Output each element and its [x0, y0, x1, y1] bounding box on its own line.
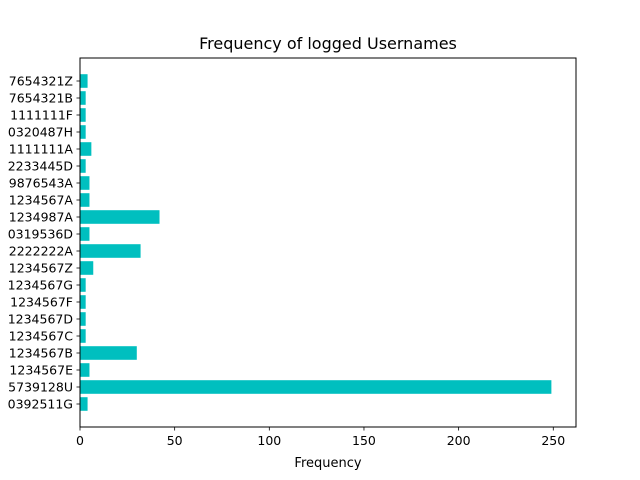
y-tick-label: 0320487H — [8, 125, 73, 140]
bar-1234567E — [80, 363, 90, 377]
chart-title: Frequency of logged Usernames — [199, 34, 457, 53]
x-tick-label: 150 — [352, 433, 376, 448]
x-tick-label: 200 — [447, 433, 471, 448]
bar-0392511G — [80, 397, 88, 411]
y-tick-label: 0319536D — [8, 227, 73, 242]
y-tick-label: 1234567B — [9, 346, 73, 361]
bar-1234567G — [80, 278, 86, 292]
y-tick-label: 1234567C — [9, 329, 74, 344]
x-tick-label: 0 — [76, 433, 84, 448]
bar-1234567D — [80, 312, 86, 326]
bar-9876543A — [80, 176, 90, 190]
bars-group — [80, 74, 552, 411]
bar-7654321B — [80, 91, 86, 105]
y-tick-label: 1234567Z — [9, 261, 73, 276]
y-tick-label: 1234987A — [9, 210, 74, 225]
x-tick-label: 250 — [541, 433, 565, 448]
y-tick-label: 9876543A — [9, 176, 74, 191]
y-tick-label: 1111111F — [10, 108, 73, 123]
y-tick-label: 1234567D — [8, 312, 73, 327]
y-tick-label: 2222222A — [9, 244, 74, 259]
y-tick-label: 1234567E — [9, 363, 73, 378]
x-axis-title: Frequency — [294, 456, 361, 471]
y-axis: 0392511G 5739128U 1234567E 1234567B 1234567C… — [8, 74, 80, 412]
y-tick-label: 1234567F — [10, 295, 73, 310]
bar-1234567C — [80, 329, 86, 343]
bar-2222222A — [80, 244, 141, 258]
y-tick-label: 1234567G — [8, 278, 73, 293]
bar-1234567Z — [80, 261, 94, 275]
bar-1234987A — [80, 210, 160, 224]
y-tick-label: 0392511G — [8, 397, 73, 412]
y-tick-label: 7654321Z — [9, 74, 73, 89]
x-tick-label: 100 — [257, 433, 281, 448]
y-tick-label: 1111111A — [9, 142, 74, 157]
bar-1234567B — [80, 346, 137, 360]
bar-0320487H — [80, 125, 86, 139]
bar-5739128U — [80, 380, 552, 394]
bar-1111111F — [80, 108, 86, 122]
x-tick-label: 50 — [167, 433, 183, 448]
bar-1111111A — [80, 142, 92, 156]
bar-1234567A — [80, 193, 90, 207]
bar-2233445D — [80, 159, 86, 173]
x-axis: 0 50 100 150 200 250 — [76, 427, 565, 448]
y-tick-label: 5739128U — [8, 380, 73, 395]
bar-1234567F — [80, 295, 86, 309]
y-tick-label: 1234567A — [9, 193, 74, 208]
y-tick-label: 7654321B — [9, 91, 73, 106]
bar-0319536D — [80, 227, 90, 241]
plot-frame — [79, 57, 577, 428]
bar-7654321Z — [80, 74, 88, 88]
y-tick-label: 2233445D — [8, 159, 73, 174]
